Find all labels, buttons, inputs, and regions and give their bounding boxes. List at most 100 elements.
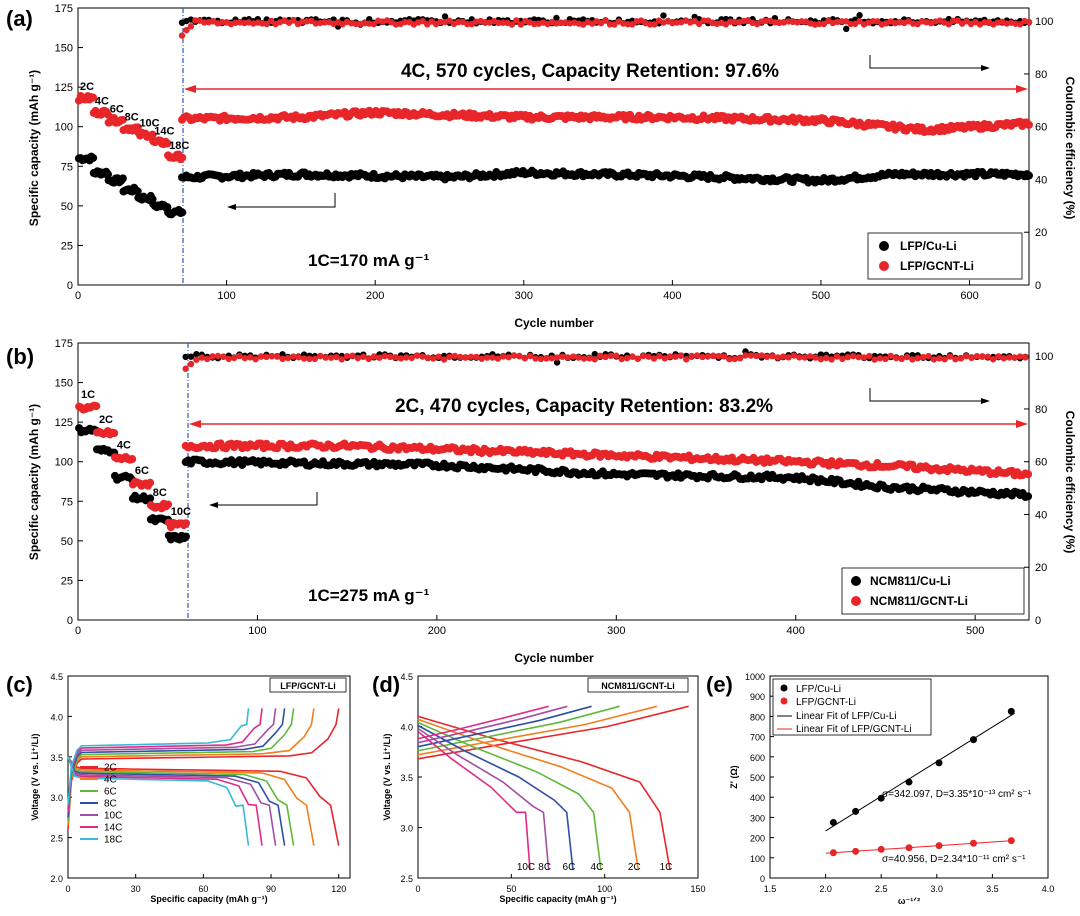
panel-b-arrow-right [1016, 420, 1028, 428]
panel-a-ylabel: Specific capacity (mAh g⁻¹) [27, 70, 41, 226]
ce-point [456, 353, 464, 361]
ce-point [1016, 353, 1024, 360]
capacity-point [178, 208, 187, 217]
ce-point [517, 21, 525, 28]
ce-point [387, 353, 394, 361]
panel-e-label: (e) [706, 672, 733, 697]
ce-point [596, 352, 604, 360]
a-y-tick-label: 150 [55, 43, 73, 55]
legend-label: 18C [104, 835, 122, 846]
panel-e-x-ticks: 1.5 2.0 2.5 3.0 3.5 4.0 [764, 874, 1054, 894]
impedance-point [969, 839, 977, 847]
e-y-tick-label: 100 [750, 854, 765, 864]
a-y-tick-label: 125 [55, 82, 73, 94]
panel-a-y-ticks: 0 25 50 75 100 125 150 175 [55, 3, 83, 292]
panel-b-frame [77, 342, 1030, 621]
ce-point [968, 354, 975, 362]
ce-point [370, 20, 377, 28]
ce-point [839, 355, 846, 363]
ce-point [995, 353, 1002, 360]
panel-d-sample-label: NCM811/GCNT-Li [601, 681, 675, 691]
b-x-tick-label: 100 [248, 625, 266, 637]
ce-point [273, 353, 281, 360]
impedance-point [877, 845, 885, 853]
a-x-tick-label: 500 [812, 290, 830, 302]
c-x-tick-label: 60 [198, 884, 208, 894]
panel-a-y2label: Coulombic efficiency (%) [1063, 77, 1077, 220]
a-x-tick-label: 200 [366, 290, 384, 302]
rate-label: 6C [110, 103, 124, 115]
capacity-point [1024, 470, 1033, 479]
ce-point [178, 32, 186, 39]
panel-a-x-ticks: 0 100 200 300 400 500 600 [75, 280, 979, 302]
ce-point [623, 354, 631, 362]
panel-a-annotation: 4C, 570 cycles, Capacity Retention: 97.6… [401, 61, 779, 82]
ce-point [806, 353, 814, 360]
ce-point [656, 352, 663, 360]
panel-e-legend-box [772, 678, 932, 736]
charge-curve [417, 705, 568, 744]
ce-point [817, 351, 825, 358]
ce-point [365, 355, 372, 363]
legend-label: LFP/Cu-Li [796, 684, 841, 695]
ce-point [500, 353, 507, 360]
capacity-point [110, 429, 119, 438]
ce-point [225, 355, 232, 363]
ce-point [553, 354, 561, 361]
ce-point [193, 356, 200, 363]
c-y-tick-label: 4.5 [50, 672, 63, 682]
ce-point [462, 354, 469, 361]
rate-label: 2C [99, 414, 113, 426]
capacity-point [182, 519, 191, 528]
ce-point [952, 355, 959, 363]
discharge-curve [417, 730, 531, 870]
e-y-tick-label: 300 [750, 813, 765, 823]
a-y2-tick-label: 40 [1035, 174, 1047, 186]
ce-point [230, 354, 238, 362]
ce-point [661, 355, 668, 362]
e-y-tick-label: 600 [750, 753, 765, 763]
panel-d-ylabel: Voltage (V vs. Li⁺/Li) [382, 733, 392, 820]
panel-d-y-ticks: 2.5 3.0 3.5 4.0 4.5 [400, 672, 422, 884]
ce-point [771, 19, 779, 26]
ce-point [683, 356, 690, 363]
ce-point [397, 355, 405, 362]
ce-point [446, 17, 453, 24]
ce-point [198, 354, 206, 361]
ce-point [672, 353, 679, 360]
ce-point [241, 354, 249, 362]
panel-b-annotation: 2C, 470 cycles, Capacity Retention: 83.2… [395, 396, 773, 417]
ce-point [575, 354, 582, 361]
ce-point [354, 354, 362, 362]
curve-label: 8C [538, 862, 551, 873]
legend-marker-red [780, 697, 788, 705]
ce-point [268, 353, 275, 360]
ce-point [774, 354, 781, 361]
impedance-point [852, 847, 860, 855]
a-y-tick-label: 25 [61, 240, 73, 252]
rate-label: 18C [169, 140, 189, 152]
capacity-point [164, 500, 173, 509]
charge-curve [417, 705, 592, 748]
ce-point [651, 21, 658, 28]
impedance-point [969, 736, 977, 744]
ce-point [352, 20, 360, 28]
capacity-point [178, 153, 187, 162]
ce-point [349, 352, 356, 359]
legend-label: 8C [104, 799, 117, 810]
ce-point [279, 351, 286, 358]
ce-point [376, 354, 383, 361]
ce-point [464, 20, 471, 28]
legend-marker-black [851, 576, 861, 586]
ce-point [473, 353, 480, 361]
charge-curve [417, 705, 658, 756]
e-x-tick-label: 3.0 [931, 884, 944, 894]
panel-b-legend: NCM811/Cu-Li NCM811/GCNT-Li [841, 567, 1025, 615]
panel-b-y2-ticks: 0 20 40 60 80 100 [1024, 351, 1053, 627]
ce-point [919, 353, 927, 361]
ce-point [441, 13, 449, 20]
ce-point [930, 356, 938, 363]
ce-point [435, 353, 442, 360]
